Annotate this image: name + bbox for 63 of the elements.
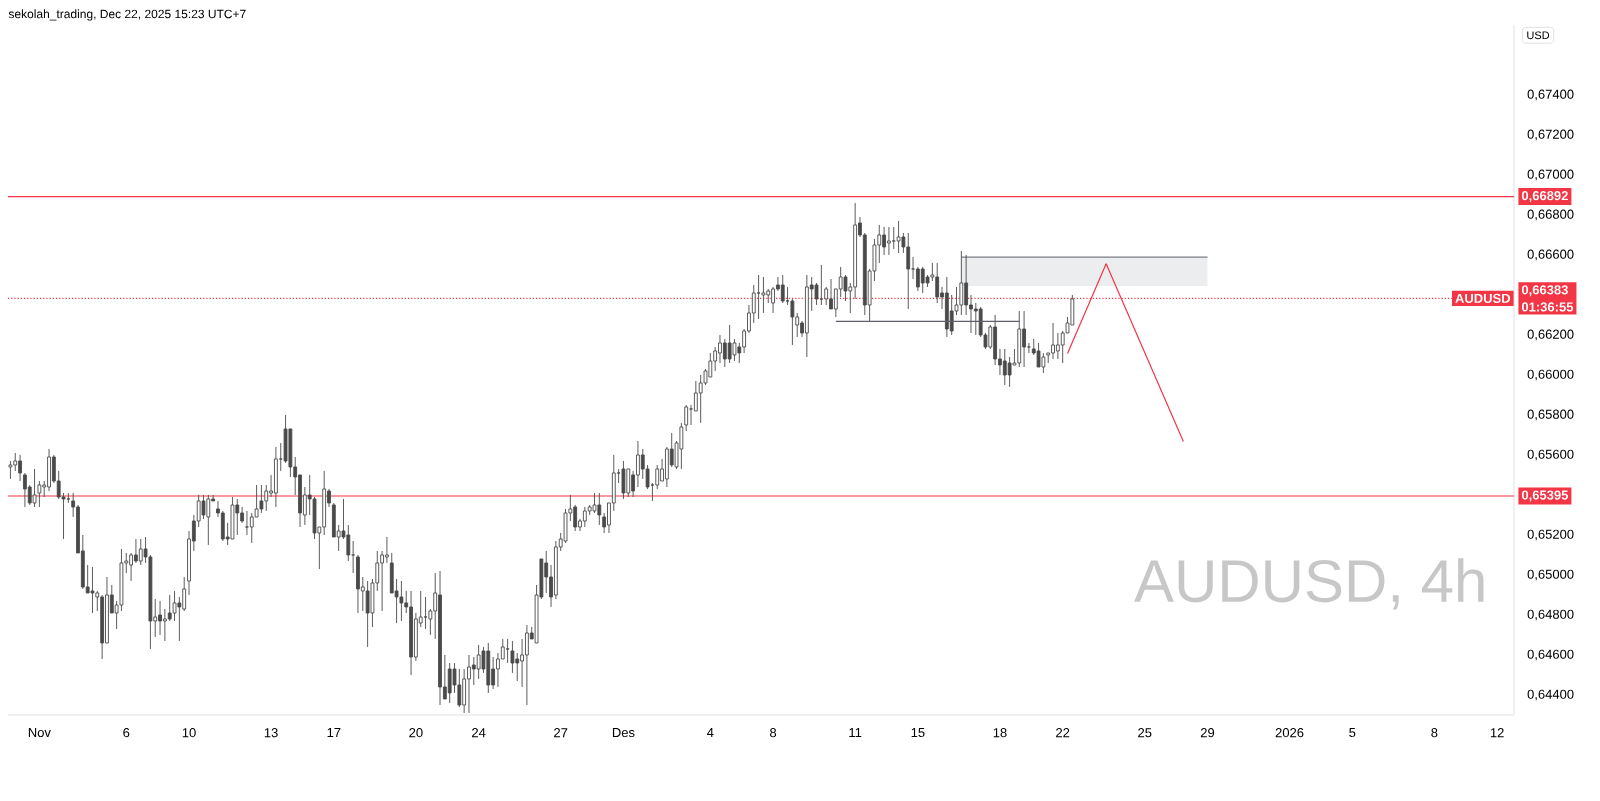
text: 01:36:55 [1521,302,1574,312]
y-tick-label: 0,64800 [1527,609,1574,621]
candlestick [732,338,737,362]
x-tick-label: 4 [707,728,714,737]
annotation: AUDUSD, 4h [1134,558,1484,610]
x-tick-label: Des [612,728,635,738]
candlestick [790,298,795,346]
x-tick-label: 18 [993,728,1007,738]
y-tick-label: 0,65600 [1527,449,1574,461]
y-tick-label: 0,66000 [1527,369,1574,381]
x-tick-label: 2026 [1275,728,1304,738]
chart-title: sekolah_trading, Dec 22, 2025 15:23 UTC+7 [8,9,246,21]
candlestick [423,596,428,630]
candlestick [814,282,819,306]
candlestick [172,590,177,622]
candlestick [37,480,42,508]
candlestick [780,274,785,304]
candlestick [351,540,356,574]
x-tick-label: 11 [849,728,862,737]
x-tick-label: 20 [409,728,423,738]
x-tick-label: Nov [28,728,51,738]
ref-line-label: 0,65395 [1521,490,1569,502]
x-tick-label: 8 [1431,728,1438,738]
y-tick-label: 0,66600 [1527,249,1574,261]
y-tick-label: 0,67400 [1527,89,1574,101]
y-tick-label: 0,66200 [1527,329,1574,341]
candlestick [761,276,766,314]
y-tick-label: 0,67200 [1527,129,1574,141]
x-tick-label: 15 [911,728,925,738]
x-tick-label: 27 [554,728,568,738]
y-tick-label: 0,64600 [1527,649,1574,661]
x-tick-label: 6 [123,728,130,738]
candlestick [90,566,95,614]
ref-line-label: 0,66892 [1521,191,1568,203]
candlestick [201,494,206,520]
candlestick [1036,342,1041,368]
candlestick [505,638,510,664]
annotation: AUDUSD [1455,293,1511,303]
candlestick [32,468,37,508]
ref-line-label: 0,66383 [1521,285,1568,297]
candlestick [684,404,689,432]
y-tick-label: 0,65000 [1527,569,1574,581]
candlestick [843,274,848,302]
y-tick-label: 0,64400 [1527,689,1574,701]
candlestick [655,464,660,490]
x-tick-label: 22 [1056,728,1070,738]
y-tick-label: 0,65200 [1527,529,1574,541]
candlestick [592,492,597,514]
candlestick [510,640,515,674]
x-tick-label: 8 [770,728,777,738]
x-tick-label: 25 [1138,728,1152,738]
y-tick-label: 0,66800 [1527,209,1574,221]
x-tick-label: 13 [264,728,278,738]
x-tick-label: 24 [472,728,486,738]
text: USD [1527,31,1550,40]
x-tick-label: 12 [1490,728,1504,738]
y-tick-label: 0,65800 [1527,409,1574,421]
candlestick [245,510,249,536]
x-tick-label: 17 [327,728,341,737]
x-tick-label: 5 [1349,728,1356,738]
y-tick-label: 0,67000 [1527,169,1574,181]
x-tick-label: 10 [182,728,196,738]
x-tick-label: 29 [1200,728,1215,738]
